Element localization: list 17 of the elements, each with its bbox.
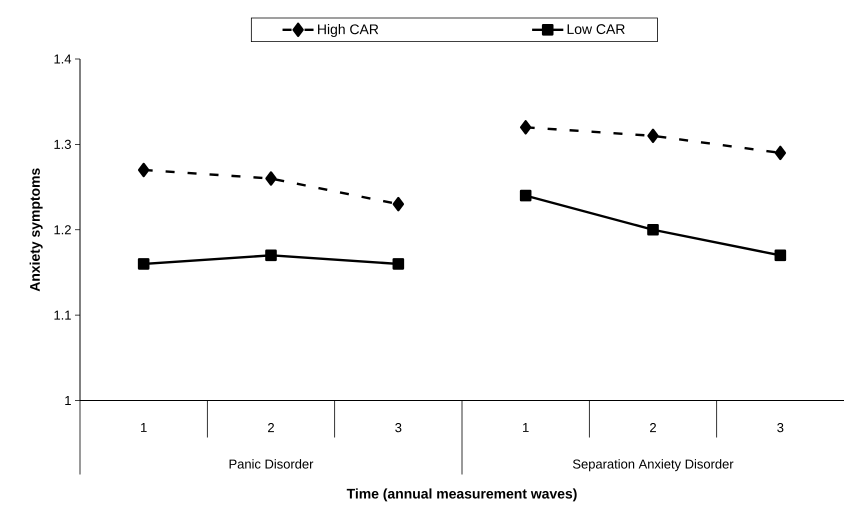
- y-tick-label: 1.1: [54, 310, 71, 320]
- x-tick-label: 1: [141, 423, 147, 432]
- x-tick-label: 2: [268, 423, 274, 432]
- text: Panic Disorder: [230, 459, 314, 469]
- x-tick-label: 1: [523, 423, 529, 432]
- x-tick-label: 2: [650, 423, 656, 432]
- legend-label: High CAR: [318, 24, 378, 37]
- text: Separation Anxiety Disorder: [572, 459, 734, 472]
- legend-label: Low CAR: [568, 24, 625, 34]
- y-tick-label: 1: [65, 396, 71, 405]
- y-tick-label: 1.3: [54, 140, 71, 149]
- x-tick-label: 3: [395, 423, 402, 432]
- y-tick-label: 1.4: [54, 54, 72, 64]
- x-tick-label: 3: [777, 423, 784, 432]
- y-axis-title: Anxiety symptoms: [30, 168, 43, 292]
- x-axis-title: Time (annual measurement waves): [346, 488, 577, 502]
- y-tick-label: 1.2: [54, 225, 71, 234]
